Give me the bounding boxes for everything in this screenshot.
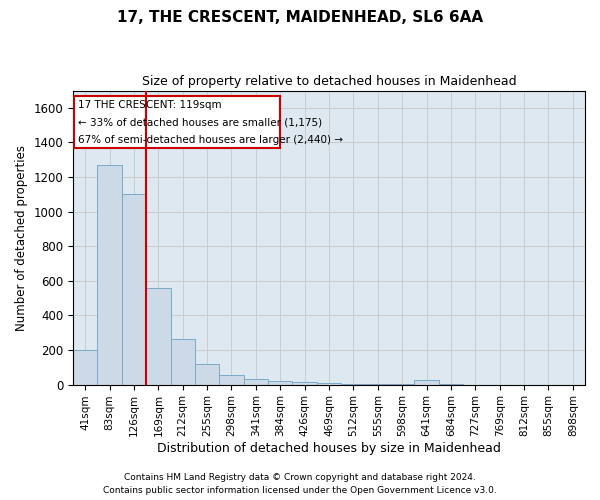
- Bar: [122, 194, 146, 384]
- Text: Contains HM Land Registry data © Crown copyright and database right 2024.
Contai: Contains HM Land Registry data © Crown c…: [103, 474, 497, 495]
- Bar: [74, 96, 280, 148]
- Bar: [268, 381, 292, 384]
- Text: 17, THE CRESCENT, MAIDENHEAD, SL6 6AA: 17, THE CRESCENT, MAIDENHEAD, SL6 6AA: [117, 10, 483, 25]
- Bar: [244, 380, 268, 384]
- Bar: [146, 288, 170, 384]
- Bar: [317, 383, 341, 384]
- Y-axis label: Number of detached properties: Number of detached properties: [15, 144, 28, 330]
- Bar: [292, 382, 317, 384]
- Text: 17 THE CRESCENT: 119sqm: 17 THE CRESCENT: 119sqm: [78, 100, 221, 110]
- Text: 67% of semi-detached houses are larger (2,440) →: 67% of semi-detached houses are larger (…: [78, 135, 343, 145]
- Bar: [220, 375, 244, 384]
- Bar: [73, 350, 97, 384]
- Bar: [97, 165, 122, 384]
- Text: ← 33% of detached houses are smaller (1,175): ← 33% of detached houses are smaller (1,…: [78, 118, 322, 128]
- Title: Size of property relative to detached houses in Maidenhead: Size of property relative to detached ho…: [142, 75, 517, 88]
- Bar: [415, 380, 439, 384]
- X-axis label: Distribution of detached houses by size in Maidenhead: Distribution of detached houses by size …: [157, 442, 501, 455]
- Bar: [195, 364, 220, 384]
- Bar: [170, 339, 195, 384]
